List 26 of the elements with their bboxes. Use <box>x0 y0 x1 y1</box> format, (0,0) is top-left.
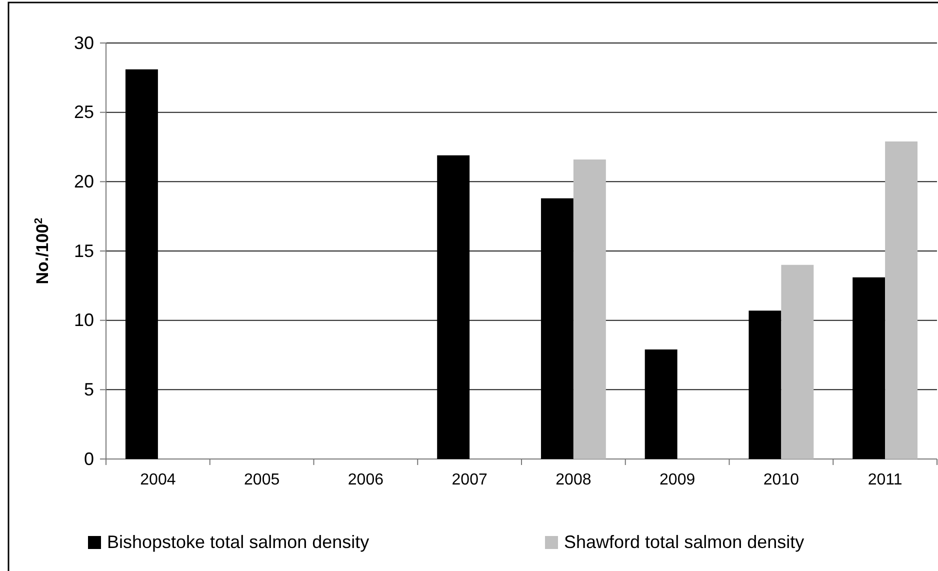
y-tick-label: 20 <box>74 171 94 192</box>
y-tick-label: 0 <box>84 448 94 469</box>
x-tick-label: 2006 <box>348 471 384 488</box>
y-tick-label: 5 <box>84 379 94 400</box>
x-tick-label: 2010 <box>763 471 800 488</box>
bar <box>437 155 470 459</box>
legend-label: Shawford total salmon density <box>564 532 804 552</box>
y-tick-label: 15 <box>74 240 94 261</box>
x-tick-label: 2005 <box>244 471 280 488</box>
x-tick-label: 2007 <box>452 471 488 488</box>
y-tick-label: 30 <box>74 32 94 53</box>
bar <box>885 141 918 459</box>
x-tick-label: 2008 <box>556 471 592 488</box>
legend-label: Bishopstoke total salmon density <box>107 532 370 552</box>
bar <box>573 159 606 459</box>
y-tick-label: 10 <box>74 310 94 330</box>
bar <box>748 310 782 459</box>
x-tick-label: 2009 <box>660 471 696 488</box>
bar <box>540 198 574 459</box>
x-tick-label: 2011 <box>868 471 902 488</box>
y-tick-label: 25 <box>74 102 94 122</box>
bar <box>781 264 814 459</box>
x-tick-label: 2004 <box>140 471 176 488</box>
bar <box>125 69 158 459</box>
bar <box>644 349 678 459</box>
bar <box>852 277 886 459</box>
